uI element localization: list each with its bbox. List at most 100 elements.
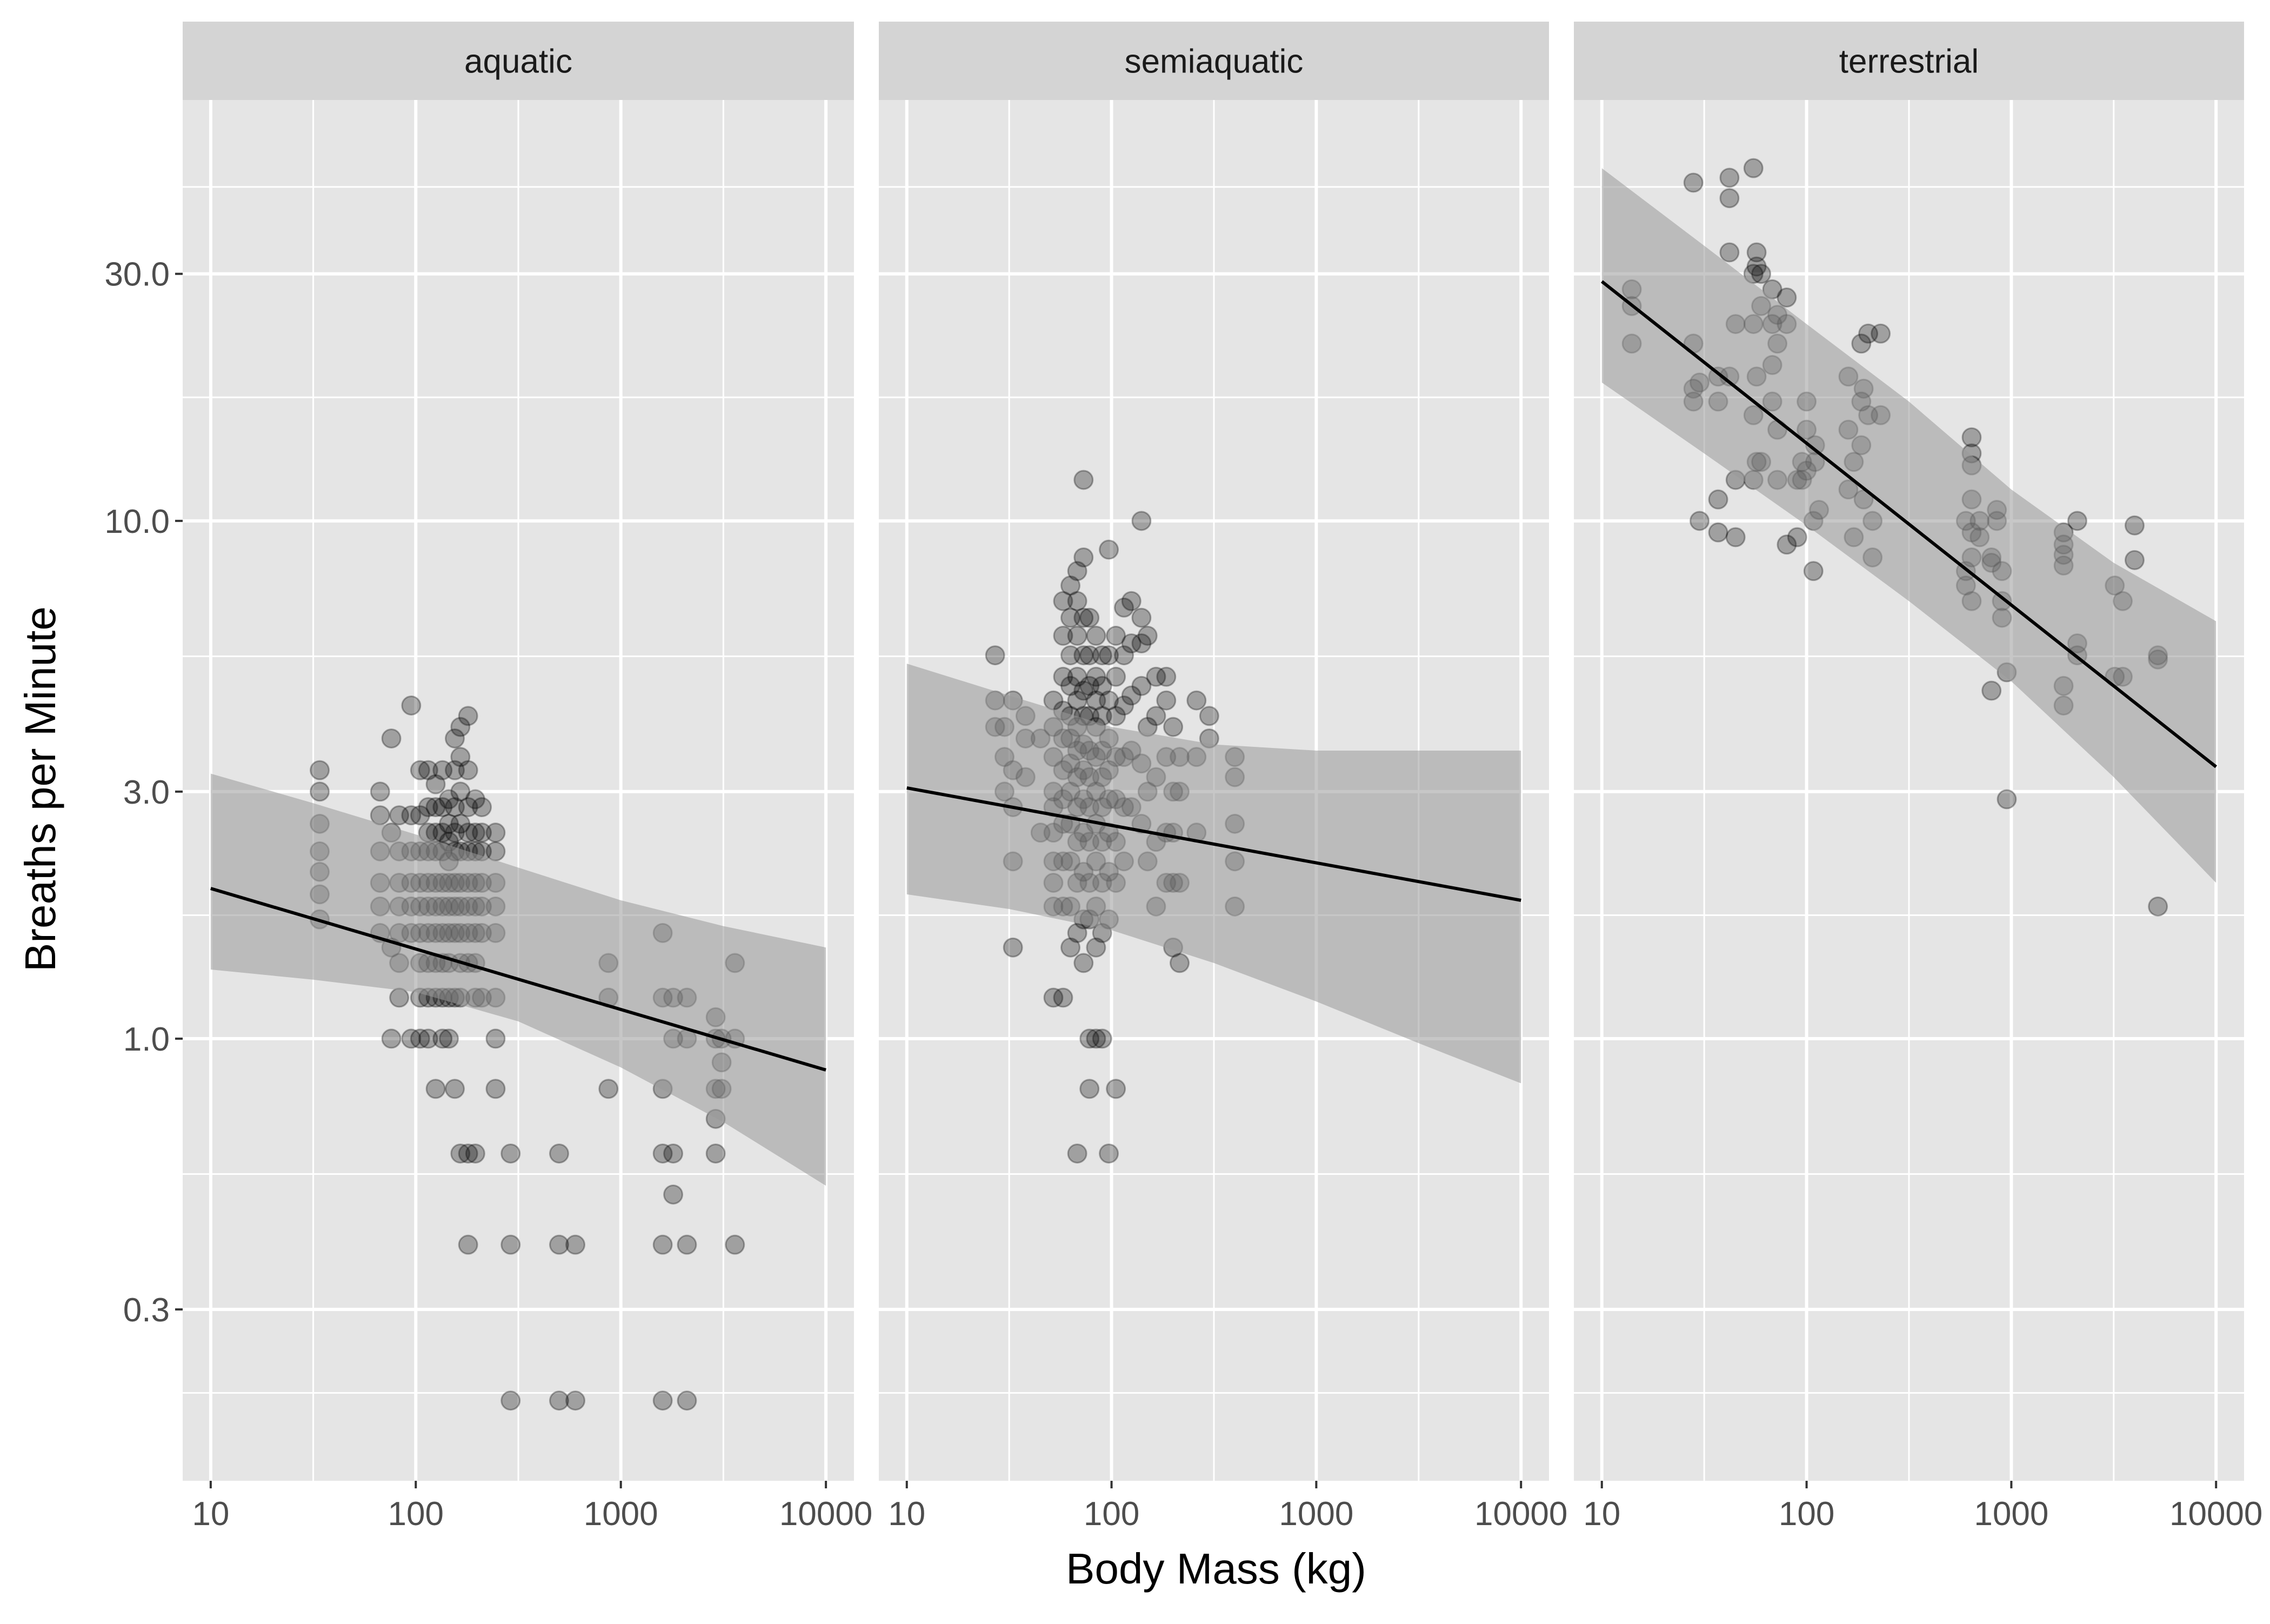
panel-plot-area — [210, 695, 826, 1411]
data-point — [2067, 511, 2087, 531]
data-point — [2124, 515, 2145, 536]
x-tick-label: 10000 — [1474, 1495, 1567, 1533]
data-point — [1131, 607, 1152, 628]
data-point — [1746, 242, 1767, 263]
data-point — [410, 805, 430, 826]
data-point — [485, 1079, 506, 1099]
data-point — [1092, 676, 1112, 696]
data-point — [1086, 690, 1106, 711]
data-point — [1114, 597, 1134, 618]
data-point — [1746, 256, 1767, 277]
data-point — [432, 1028, 453, 1049]
regression-line — [1600, 280, 2218, 768]
data-point — [458, 1234, 478, 1255]
regression-line — [906, 786, 1521, 902]
data-point — [310, 781, 330, 802]
data-point — [1146, 666, 1166, 687]
x-tick-label: 10000 — [2169, 1495, 2262, 1533]
data-point — [1060, 607, 1081, 628]
data-point — [1131, 633, 1152, 653]
data-point — [705, 1143, 726, 1164]
data-point — [1053, 591, 1073, 611]
data-point — [1053, 625, 1073, 646]
data-point — [549, 1391, 569, 1411]
data-point — [1114, 645, 1134, 666]
data-point — [389, 987, 410, 1008]
data-point — [2124, 550, 2145, 570]
data-point — [677, 1391, 697, 1411]
data-point — [1099, 690, 1119, 711]
data-point — [425, 797, 446, 818]
data-point — [1725, 527, 1746, 547]
data-point — [652, 1391, 673, 1411]
data-point — [450, 717, 471, 737]
data-point — [1751, 264, 1772, 284]
data-point — [1690, 511, 1710, 531]
data-point — [2148, 896, 2168, 917]
x-tick-label: 100 — [1084, 1495, 1139, 1533]
data-point — [1683, 172, 1704, 193]
data-point — [1777, 288, 1797, 308]
data-point — [1099, 645, 1119, 666]
data-point — [549, 1234, 569, 1255]
panel-plot-area — [1600, 158, 2218, 917]
data-point — [1086, 666, 1106, 687]
data-point — [1163, 717, 1184, 737]
data-point — [465, 1143, 485, 1164]
data-point — [652, 1143, 673, 1164]
data-point — [1073, 680, 1094, 701]
data-point — [1170, 953, 1190, 973]
data-point — [1003, 937, 1023, 958]
facet-strip-label: aquatic — [464, 43, 572, 81]
data-point — [425, 774, 446, 794]
data-point — [472, 823, 492, 843]
data-point — [439, 789, 459, 810]
data-point — [444, 1079, 465, 1099]
data-point — [1060, 576, 1081, 596]
data-point — [1131, 676, 1152, 696]
data-point — [1092, 645, 1112, 666]
data-point — [1137, 625, 1158, 646]
data-point — [1743, 158, 1764, 178]
y-tick-label: 30.0 — [104, 256, 170, 293]
data-point — [401, 805, 422, 826]
data-point — [1079, 645, 1100, 666]
data-point — [565, 1234, 586, 1255]
data-point — [458, 797, 478, 818]
x-tick-label: 100 — [1779, 1495, 1834, 1533]
data-point — [1073, 470, 1094, 490]
data-point — [458, 760, 478, 780]
x-tick-label: 10 — [1583, 1495, 1620, 1533]
data-point — [1858, 323, 1879, 344]
data-point — [1099, 539, 1119, 560]
data-point — [1121, 591, 1141, 611]
data-point — [1067, 1143, 1087, 1164]
data-point — [1106, 666, 1126, 687]
data-point — [439, 1028, 459, 1049]
data-point — [1131, 511, 1152, 531]
data-point — [310, 760, 330, 780]
data-point — [450, 781, 471, 802]
data-point — [485, 841, 506, 861]
data-point — [1086, 1028, 1106, 1049]
data-point — [444, 797, 465, 818]
data-point — [465, 823, 485, 843]
data-point — [1156, 666, 1177, 687]
data-point — [1186, 690, 1207, 711]
data-point — [1961, 427, 1982, 447]
x-tick-label: 100 — [388, 1495, 444, 1533]
data-point — [485, 823, 506, 843]
regression-line — [210, 887, 826, 1072]
data-point — [1067, 561, 1087, 582]
data-point — [1067, 591, 1087, 611]
data-point — [1787, 527, 1807, 547]
data-point — [1997, 789, 2017, 810]
data-point — [1067, 923, 1087, 943]
facet-strip — [1574, 22, 2244, 100]
data-point — [410, 760, 430, 780]
data-point — [1121, 685, 1141, 706]
facet-panel-aquatic: aquatic 10 100 1000 10000 0.3 1.0 3.0 10.0 30.0 — [104, 22, 872, 1533]
y-tick-label: 3.0 — [123, 774, 170, 811]
data-point — [1777, 534, 1797, 555]
data-point — [1053, 666, 1073, 687]
